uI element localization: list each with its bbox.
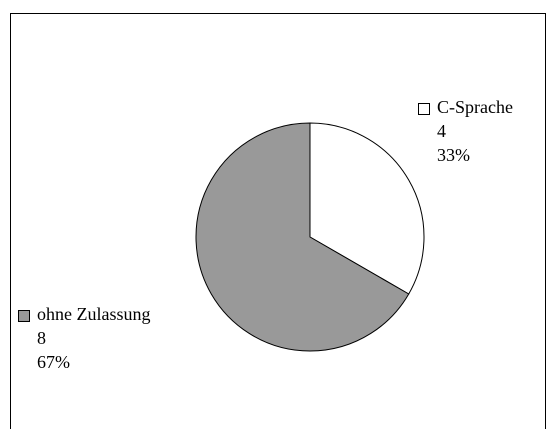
chart-frame (10, 13, 546, 429)
slice-percentage-label: 33% (437, 145, 470, 165)
slice-value-label: 8 (37, 328, 46, 348)
slice-percentage-label: 67% (37, 352, 70, 372)
legend-swatch (18, 310, 30, 322)
slice-value-label: 4 (437, 121, 446, 141)
pie-slice (195, 122, 410, 352)
legend-swatch (418, 103, 430, 115)
slice-category-label: C-Sprache (437, 97, 513, 117)
pie-slice (309, 122, 425, 295)
slice-category-label: ohne Zulassung (37, 304, 150, 324)
